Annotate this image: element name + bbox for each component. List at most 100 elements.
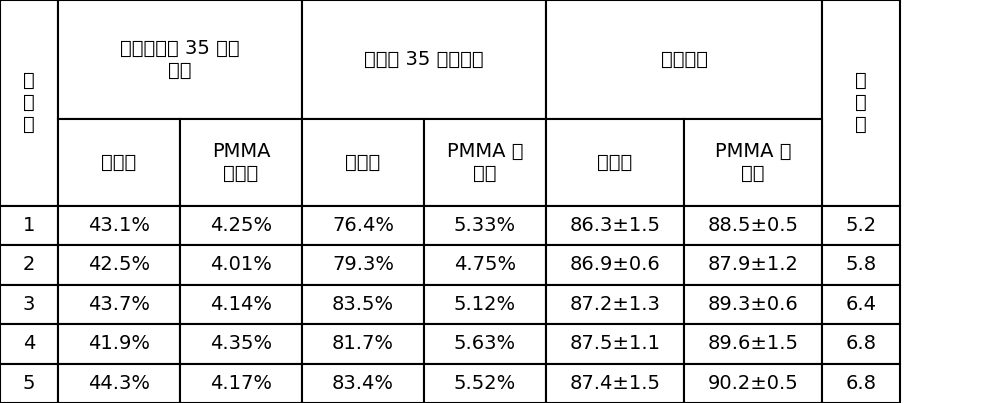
Bar [546, 206, 684, 245]
Text: 5.33%: 5.33% [454, 216, 516, 235]
Bar [180, 206, 302, 245]
Bar [684, 285, 822, 324]
Text: 5.63%: 5.63% [454, 334, 516, 353]
Bar [424, 364, 546, 403]
Text: 本发明: 本发明 [101, 153, 137, 172]
Text: 1: 1 [23, 216, 35, 235]
Text: 5: 5 [23, 374, 35, 393]
Text: 5.12%: 5.12% [454, 295, 516, 314]
Text: 87.9±1.2: 87.9±1.2 [708, 255, 798, 274]
Text: PMMA
骨水泥: PMMA 骨水泥 [212, 142, 270, 183]
Text: 抗生素 35 天释放率: 抗生素 35 天释放率 [364, 50, 484, 69]
Text: 4.35%: 4.35% [210, 334, 272, 353]
Text: 骨肖癀药物 35 天释
放率: 骨肖癀药物 35 天释 放率 [120, 39, 240, 80]
Bar [424, 324, 546, 364]
Text: 90.2±0.5: 90.2±0.5 [708, 374, 798, 393]
Bar [58, 364, 180, 403]
Text: 89.6±1.5: 89.6±1.5 [708, 334, 799, 353]
Text: 4.14%: 4.14% [210, 295, 272, 314]
Text: 2: 2 [23, 255, 35, 274]
Bar [302, 285, 424, 324]
Text: 4.01%: 4.01% [210, 255, 272, 274]
Bar [180, 119, 302, 206]
Bar [0, 324, 58, 364]
Bar [58, 324, 180, 364]
Bar [424, 245, 546, 285]
Bar [684, 245, 822, 285]
Bar [822, 364, 900, 403]
Bar [546, 0, 822, 119]
Text: 微
环
境: 微 环 境 [855, 71, 867, 134]
Text: 4.25%: 4.25% [210, 216, 272, 235]
Text: 43.1%: 43.1% [88, 216, 150, 235]
Text: 抗压强度: 抗压强度 [660, 50, 708, 69]
Text: 43.7%: 43.7% [88, 295, 150, 314]
Text: 42.5%: 42.5% [88, 255, 150, 274]
Text: 本发明: 本发明 [345, 153, 381, 172]
Text: PMMA 骨
水泥: PMMA 骨 水泥 [715, 142, 791, 183]
Text: 4.17%: 4.17% [210, 374, 272, 393]
Text: 83.5%: 83.5% [332, 295, 394, 314]
Bar [546, 364, 684, 403]
Bar [546, 245, 684, 285]
Bar [58, 0, 302, 119]
Text: 88.5±0.5: 88.5±0.5 [708, 216, 799, 235]
Text: 76.4%: 76.4% [332, 216, 394, 235]
Text: 79.3%: 79.3% [332, 255, 394, 274]
Bar [180, 285, 302, 324]
Bar [302, 245, 424, 285]
Text: 86.9±0.6: 86.9±0.6 [570, 255, 660, 274]
Text: 本发明: 本发明 [597, 153, 633, 172]
Bar [424, 119, 546, 206]
Text: 44.3%: 44.3% [88, 374, 150, 393]
Text: 5.52%: 5.52% [454, 374, 516, 393]
Bar [302, 119, 424, 206]
Text: 3: 3 [23, 295, 35, 314]
Bar [302, 364, 424, 403]
Bar [180, 364, 302, 403]
Bar [424, 206, 546, 245]
Bar [0, 364, 58, 403]
Bar [822, 324, 900, 364]
Bar [822, 285, 900, 324]
Text: 89.3±0.6: 89.3±0.6 [708, 295, 798, 314]
Text: 41.9%: 41.9% [88, 334, 150, 353]
Text: 81.7%: 81.7% [332, 334, 394, 353]
Text: 4: 4 [23, 334, 35, 353]
Bar [684, 206, 822, 245]
Text: 5.2: 5.2 [845, 216, 877, 235]
Text: 6.4: 6.4 [846, 295, 877, 314]
Text: 87.2±1.3: 87.2±1.3 [570, 295, 660, 314]
Text: 6.8: 6.8 [846, 334, 877, 353]
Text: 87.4±1.5: 87.4±1.5 [570, 374, 660, 393]
Bar [58, 119, 180, 206]
Text: 4.75%: 4.75% [454, 255, 516, 274]
Bar [0, 285, 58, 324]
Bar [180, 245, 302, 285]
Bar [684, 119, 822, 206]
Bar [424, 285, 546, 324]
Bar [302, 206, 424, 245]
Text: 83.4%: 83.4% [332, 374, 394, 393]
Bar [546, 324, 684, 364]
Text: 87.5±1.1: 87.5±1.1 [570, 334, 660, 353]
Text: PMMA 骨
水泥: PMMA 骨 水泥 [447, 142, 523, 183]
Bar [0, 245, 58, 285]
Text: 86.3±1.5: 86.3±1.5 [570, 216, 660, 235]
Bar [546, 119, 684, 206]
Bar [822, 245, 900, 285]
Text: 实
施
例: 实 施 例 [23, 71, 35, 134]
Bar [302, 324, 424, 364]
Bar [684, 324, 822, 364]
Text: 5.8: 5.8 [845, 255, 877, 274]
Bar [58, 206, 180, 245]
Bar [180, 324, 302, 364]
Bar [822, 0, 900, 206]
Bar [58, 285, 180, 324]
Bar [546, 285, 684, 324]
Text: 6.8: 6.8 [846, 374, 877, 393]
Bar [302, 0, 546, 119]
Bar [0, 0, 58, 206]
Bar [684, 364, 822, 403]
Bar [822, 206, 900, 245]
